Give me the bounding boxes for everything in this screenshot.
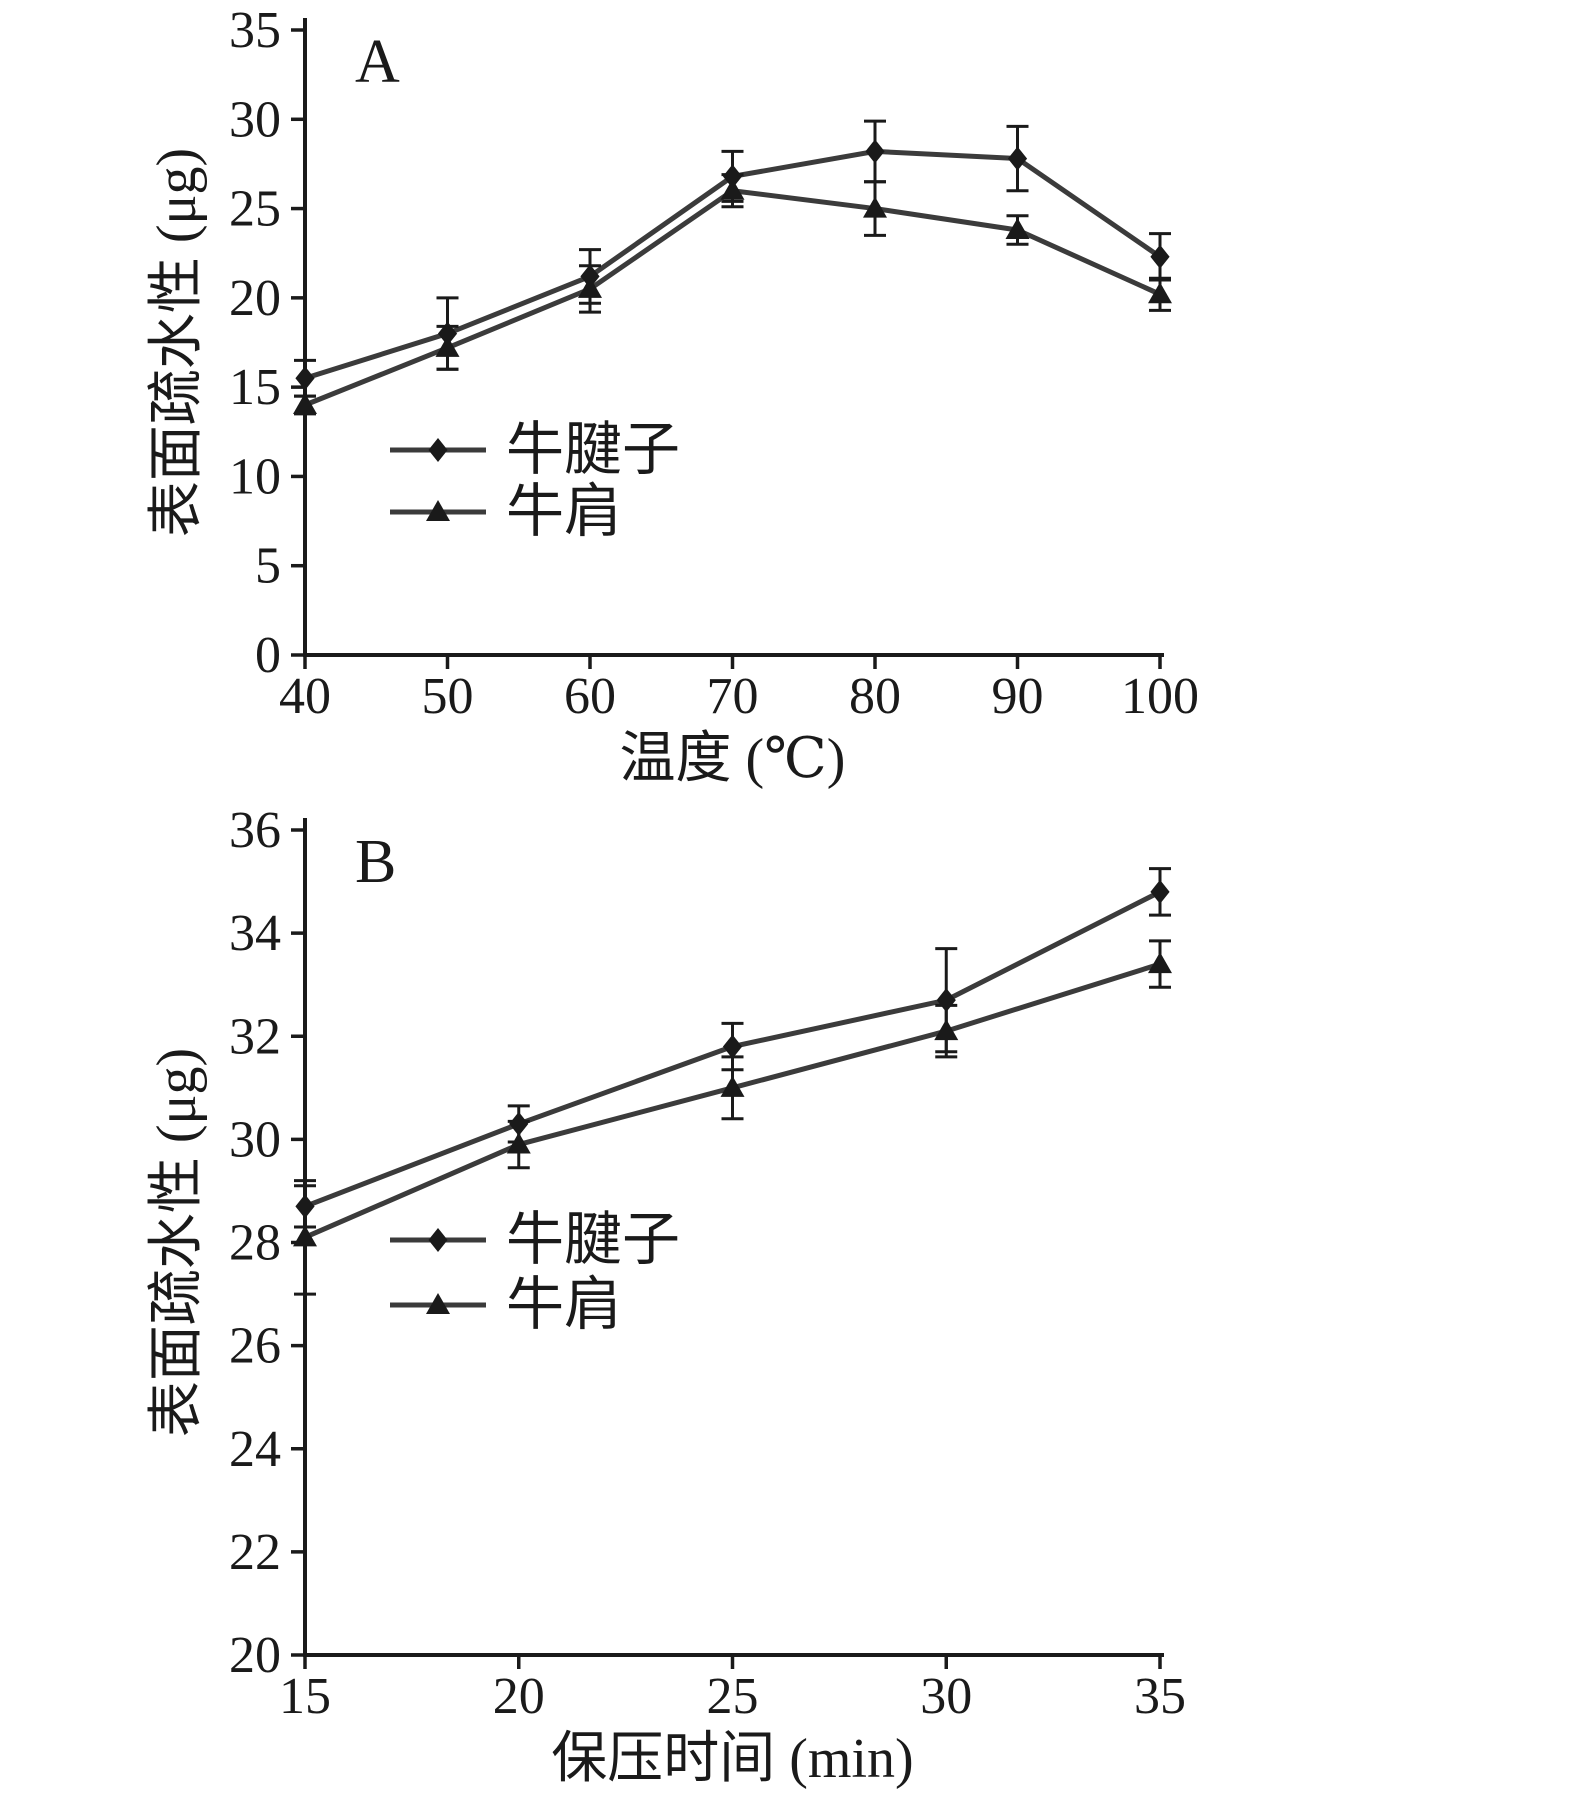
panel-label: B xyxy=(355,828,396,896)
chart-panel-a: 0 5 10 15 20 25 30 35 40 50 60 70 80 90 100 温度 (℃) 表面疏水性… xyxy=(0,0,1575,790)
series-first xyxy=(294,867,1171,1229)
x-tick-label: 15 xyxy=(279,1668,331,1725)
y-tick-label: 30 xyxy=(229,91,281,148)
triangle-marker xyxy=(1148,952,1172,974)
y-tick-label: 30 xyxy=(229,1111,281,1168)
x-axis-ticks: 40 50 60 70 80 90 100 xyxy=(279,655,1199,725)
diamond-marker xyxy=(865,139,885,164)
x-tick-label: 30 xyxy=(920,1668,972,1725)
y-axis-ticks: 20 22 24 26 28 30 32 34 36 xyxy=(229,802,305,1684)
legend-label: 牛肩 xyxy=(506,479,622,544)
triangle-marker xyxy=(506,1132,531,1154)
y-tick-label: 35 xyxy=(229,2,281,59)
y-tick-label: 24 xyxy=(229,1421,281,1478)
series-markers xyxy=(293,178,1172,414)
y-tick-label: 36 xyxy=(229,802,281,859)
y-tick-label: 34 xyxy=(229,905,281,962)
triangle-marker xyxy=(435,335,460,357)
x-tick-label: 70 xyxy=(707,668,759,725)
legend-label: 牛腱子 xyxy=(506,1207,680,1272)
diamond-marker xyxy=(722,1034,743,1059)
x-tick-label: 90 xyxy=(992,668,1044,725)
y-axis-title: 表面疏水性 (μg) xyxy=(146,148,208,537)
x-tick-label: 35 xyxy=(1134,1668,1186,1725)
x-tick-label: 80 xyxy=(849,668,901,725)
x-tick-label: 60 xyxy=(564,668,616,725)
error-bars xyxy=(294,173,1171,416)
diamond-marker xyxy=(1150,244,1170,269)
x-tick-label: 40 xyxy=(279,668,331,725)
x-tick-label: 25 xyxy=(707,1668,759,1725)
chart-panel-b: 20 22 24 26 28 30 32 34 36 15 20 25 30 35 保压时间 (min) 表面… xyxy=(0,790,1575,1811)
series-line xyxy=(304,188,1162,408)
x-axis-title: 温度 (℃) xyxy=(620,728,846,790)
y-tick-label: 15 xyxy=(229,359,281,416)
triangle-marker xyxy=(426,1293,450,1314)
y-tick-label: 20 xyxy=(229,270,281,327)
triangle-marker xyxy=(720,1075,745,1097)
legend-label: 牛腱子 xyxy=(506,417,680,482)
y-tick-label: 22 xyxy=(229,1524,281,1581)
series-second xyxy=(293,939,1172,1296)
diamond-marker xyxy=(1150,879,1170,904)
diamond-marker xyxy=(295,366,315,391)
x-tick-label: 50 xyxy=(422,668,474,725)
triangle-marker xyxy=(293,1225,317,1247)
triangle-marker xyxy=(863,196,887,218)
y-axis-title: 表面疏水性 (μg) xyxy=(146,1048,208,1437)
diamond-marker xyxy=(428,438,448,462)
triangle-marker xyxy=(426,500,450,521)
series-markers xyxy=(295,879,1170,1219)
triangle-marker xyxy=(1005,218,1030,239)
x-tick-label: 100 xyxy=(1121,668,1199,725)
triangle-marker xyxy=(293,393,317,414)
triangle-marker xyxy=(934,1019,959,1041)
y-tick-label: 32 xyxy=(229,1008,281,1065)
series-second xyxy=(293,173,1172,416)
diamond-marker xyxy=(1007,146,1028,171)
y-tick-label: 0 xyxy=(255,627,281,684)
y-axis-ticks: 0 5 10 15 20 25 30 35 xyxy=(229,2,305,684)
triangle-marker xyxy=(720,178,745,200)
chart-a-svg: 0 5 10 15 20 25 30 35 40 50 60 70 80 90 100 温度 (℃) 表面疏水性… xyxy=(146,2,1199,790)
panel-label: A xyxy=(355,28,400,96)
y-tick-label: 28 xyxy=(229,1215,281,1272)
y-tick-label: 10 xyxy=(229,448,281,505)
y-tick-label: 25 xyxy=(229,181,281,238)
series-markers xyxy=(293,952,1172,1247)
y-tick-label: 5 xyxy=(255,538,281,595)
x-axis-title: 保压时间 (min) xyxy=(551,1728,913,1790)
x-axis-ticks: 15 20 25 30 35 xyxy=(279,1655,1186,1725)
y-tick-label: 20 xyxy=(229,1627,281,1684)
triangle-marker xyxy=(1148,282,1172,304)
x-tick-label: 20 xyxy=(493,1668,545,1725)
y-tick-label: 26 xyxy=(229,1318,281,1375)
legend-label: 牛肩 xyxy=(506,1272,622,1337)
diamond-marker xyxy=(428,1228,448,1252)
triangle-marker xyxy=(578,276,602,298)
